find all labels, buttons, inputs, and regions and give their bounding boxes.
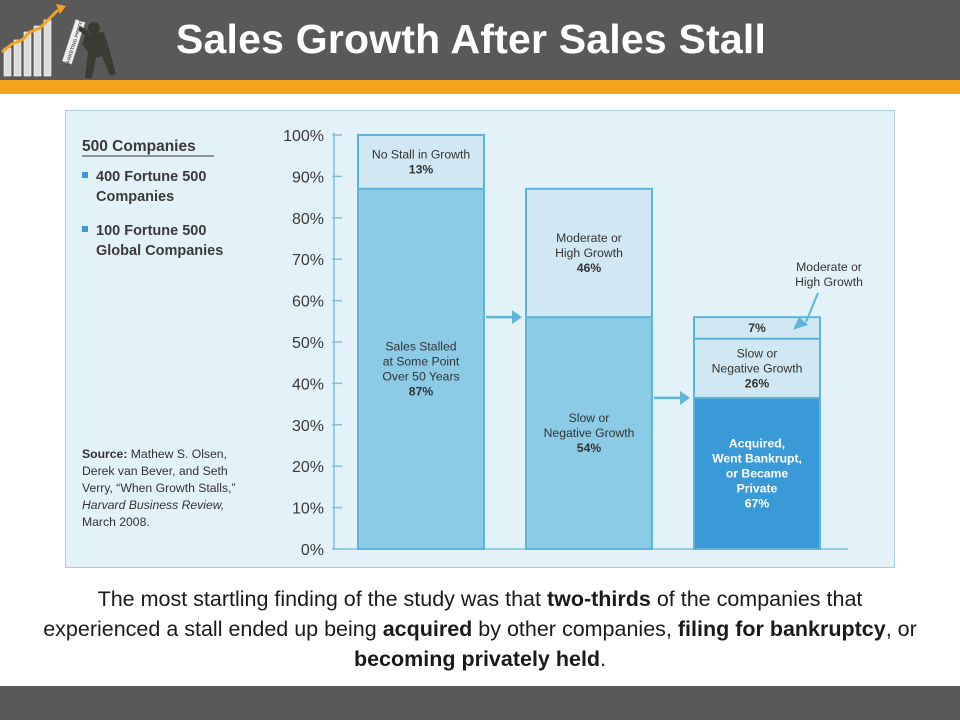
bar-segment-label: Slow or [569,411,610,425]
bar-segment [693,316,821,340]
caption-emphasis: two-thirds [546,587,651,611]
source-line: Source: Mathew S. Olsen, [82,447,227,461]
source-line: Derek van Bever, and Seth [82,464,228,478]
bar-segment [357,134,485,190]
bar-segment [525,187,653,319]
slide-title: Sales Growth After Sales Stall [176,16,767,62]
logo-sign-icon: MARKETING PROFITS [61,15,86,69]
legend-item-line: 100 Fortune 500 [96,223,206,239]
y-tick-label: 90% [292,169,324,186]
bar-value-label: 46% [577,261,602,275]
bar-segment-label: Moderate or [556,231,622,245]
source-line: Verry, “When Growth Stalls,” [82,481,236,495]
bar-segment-label: Over 50 Years [382,369,459,383]
company-logo: MARKETING PROFITS [1,4,116,78]
y-tick-label: 50% [292,335,324,352]
y-tick-label: 40% [292,376,324,393]
caption-text: by other companies, [472,617,678,641]
bar-value-label: 7% [748,321,766,335]
chart-panel: 500 Companies 400 Fortune 500 Companies 100… [65,110,895,568]
caption-emphasis: becoming privately held [353,647,601,671]
bar-segment [525,316,653,550]
legend-item-line: 400 Fortune 500 [96,169,206,185]
bar-segment-label: or Became [726,466,789,480]
logo-bar-chart-icon [1,4,66,77]
caption-emphasis: filing for bankruptcy [677,617,886,641]
bar-segment-label: Private [737,481,778,495]
legend-marker [82,172,88,178]
accent-stripe [0,80,960,94]
bar-segment-label: Acquired, [729,436,785,450]
bar-value-label: 54% [577,441,602,455]
y-tick-label: 70% [292,252,324,269]
caption-text: The most startling finding of the study … [97,587,547,611]
annotation-label: High Growth [795,275,863,289]
bar-segment-label: at Some Point [383,354,460,368]
y-tick-label: 0% [301,542,324,559]
stacked-bar-chart: 500 Companies 400 Fortune 500 Companies 100… [82,128,863,559]
bar-value-label: 67% [745,496,770,510]
bar-segment [693,337,821,399]
bar-value-label: 13% [409,162,434,176]
title-bar [0,0,960,80]
bar-segment-label: Negative Growth [712,361,803,375]
annotation-label: Moderate or [796,260,862,274]
y-tick-label: 10% [292,501,324,518]
y-tick-label: 20% [292,459,324,476]
caption-text: , or [885,617,917,641]
legend-marker [82,226,88,232]
bar-value-label: 26% [745,376,770,390]
logo-pushing-man-icon [78,22,116,78]
y-tick-label: 60% [292,294,324,311]
connector-arrowhead [680,390,690,405]
y-tick-label: 30% [292,418,324,435]
source-authors: Mathew S. Olsen, [127,447,227,461]
connector-arrowhead [512,310,522,325]
caption-emphasis: acquired [382,617,473,641]
bar-segment-label: Negative Growth [544,426,635,440]
annotation-arrow-line [805,292,819,323]
legend-heading: 500 Companies [82,138,196,155]
legend-item-line: Global Companies [96,243,223,259]
y-tick-label: 100% [283,128,324,145]
bar-segment-label: Slow or [737,346,778,360]
bar-value-label: 87% [409,384,434,398]
bar-segment [357,187,485,550]
bar-segment-label: High Growth [555,246,623,260]
footer-bar [0,686,960,720]
y-tick-label: 80% [292,211,324,228]
bar-segment-label: Went Bankrupt, [712,451,802,465]
source-line: Harvard Business Review, [82,498,224,512]
bar-segment-label: Sales Stalled [385,339,456,353]
source-label: Source: [82,447,127,461]
annotation-arrowhead [793,316,808,330]
source-line: March 2008. [82,515,150,529]
legend-item: 100 Fortune 500 Global Companies [96,223,223,259]
legend-item-line: Companies [96,189,174,205]
legend-item: 400 Fortune 500 Companies [96,169,206,205]
caption-text: . [600,647,607,671]
bar-segment-label: No Stall in Growth [372,147,470,161]
caption-text: of the companies that experienced a stal… [43,587,863,641]
slide-caption: The most startling finding of the study … [40,584,920,674]
